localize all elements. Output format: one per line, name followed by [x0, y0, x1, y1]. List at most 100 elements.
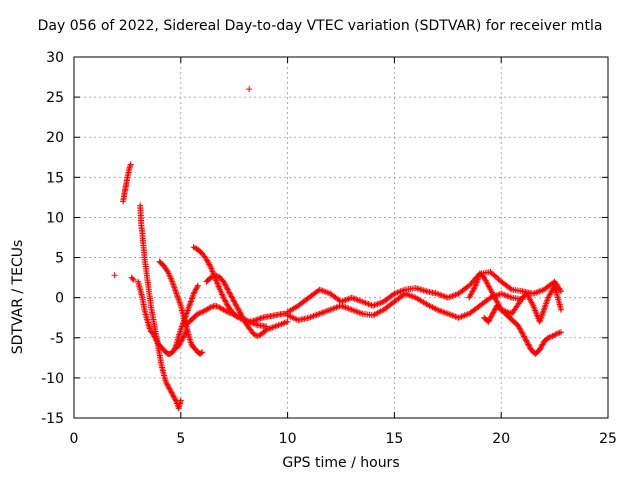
data-point [207, 264, 214, 271]
data-point [519, 330, 526, 337]
data-point [250, 320, 257, 327]
data-points [111, 86, 565, 412]
data-point [213, 279, 220, 286]
data-point [224, 285, 231, 292]
data-point [488, 312, 495, 319]
x-tick-label: 10 [279, 431, 297, 447]
data-point [545, 334, 552, 341]
data-point [203, 256, 210, 263]
data-point [487, 314, 494, 321]
data-point [221, 297, 228, 304]
data-point [518, 328, 525, 335]
x-tick-label: 25 [599, 431, 617, 447]
data-point [204, 257, 211, 264]
data-point [209, 268, 216, 275]
data-point [111, 272, 118, 279]
data-point [191, 289, 198, 296]
data-point [538, 342, 545, 349]
data-point [150, 330, 157, 337]
data-point [485, 318, 492, 325]
data-point [152, 334, 159, 341]
data-point [213, 303, 220, 310]
data-point [247, 319, 254, 326]
data-point [129, 275, 136, 282]
data-point [520, 333, 527, 340]
data-point [208, 265, 215, 272]
x-tick-label: 15 [385, 431, 403, 447]
data-point [523, 337, 530, 344]
y-axis-label: SDTVAR / TECUs [10, 239, 26, 355]
data-point [155, 340, 162, 347]
data-point [172, 396, 179, 403]
data-point [241, 317, 248, 324]
data-point [194, 282, 201, 289]
data-point [205, 260, 212, 267]
data-point [181, 317, 188, 324]
data-point [231, 300, 238, 307]
data-point [234, 304, 241, 311]
data-point [228, 293, 235, 300]
data-point [491, 308, 498, 315]
data-point [208, 267, 215, 274]
data-point [558, 288, 565, 295]
data-point [494, 300, 501, 307]
data-point [214, 280, 221, 287]
data-point [555, 330, 562, 337]
data-point [162, 378, 169, 385]
data-point [557, 286, 564, 293]
data-point [254, 316, 261, 323]
data-point [526, 344, 533, 351]
data-point [186, 302, 193, 309]
data-point [215, 283, 222, 290]
data-point [537, 345, 544, 352]
grid [74, 57, 608, 418]
x-tick-label: 5 [176, 431, 185, 447]
data-point [539, 341, 546, 348]
data-point [224, 286, 231, 293]
data-point [507, 285, 514, 292]
data-point [211, 302, 218, 309]
data-point [249, 319, 255, 326]
data-point [181, 332, 188, 339]
data-point [153, 337, 160, 344]
chart-title: Day 056 of 2022, Sidereal Day-to-day VTE… [37, 18, 603, 34]
data-point [515, 322, 522, 329]
data-point [206, 305, 213, 312]
data-point [172, 342, 179, 349]
data-point [231, 312, 238, 319]
data-point [223, 308, 230, 315]
plot-frame [73, 56, 609, 419]
data-point [198, 350, 205, 357]
data-point [490, 309, 497, 316]
data-point [145, 322, 152, 329]
data-point [246, 86, 253, 93]
y-tick-label: -15 [41, 411, 64, 427]
data-point [523, 338, 530, 345]
data-point [236, 308, 243, 315]
y-tick-label: 0 [55, 291, 64, 307]
data-point [257, 315, 264, 322]
data-point [165, 384, 172, 391]
data-point [486, 316, 493, 323]
data-point [127, 161, 134, 168]
data-point [168, 389, 175, 396]
ticks: 0 5 10 15 20 25 -15 -10 -5 0 5 10 15 20 25 30 [41, 50, 617, 447]
data-point [206, 261, 213, 268]
data-point [240, 316, 247, 323]
data-point [552, 331, 559, 338]
data-point [167, 386, 174, 393]
x-axis-label: GPS time / hours [282, 455, 400, 471]
y-tick-label: -5 [50, 331, 64, 347]
data-point [152, 336, 159, 343]
data-point [558, 306, 565, 313]
data-point [183, 310, 190, 317]
y-tick-label: -10 [41, 371, 64, 387]
data-point [236, 314, 243, 321]
data-point [213, 272, 220, 279]
data-point [223, 300, 230, 307]
data-point [227, 291, 234, 298]
data-point [233, 302, 240, 309]
data-point [524, 340, 531, 347]
data-point [491, 306, 498, 313]
data-point [166, 385, 173, 392]
